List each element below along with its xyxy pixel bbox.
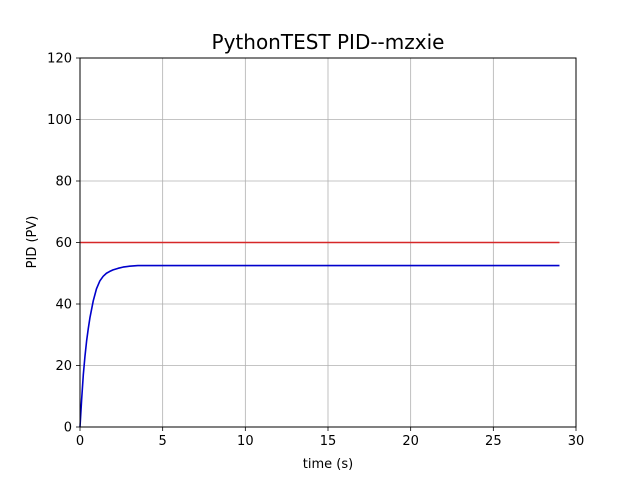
x-tick-label: 20 [402, 434, 419, 449]
y-tick-label: 120 [47, 52, 72, 67]
y-tick-label: 0 [64, 421, 72, 436]
x-tick-label: 10 [237, 434, 254, 449]
y-tick-label: 80 [55, 175, 72, 190]
y-axis-label: PID (PV) [25, 216, 40, 269]
x-axis-ticks: 0 5 10 15 20 25 30 [76, 427, 584, 449]
y-tick-label: 40 [55, 298, 72, 313]
y-tick-label: 100 [47, 113, 72, 128]
x-tick-label: 25 [485, 434, 502, 449]
x-tick-label: 15 [320, 434, 337, 449]
x-tick-label: 5 [159, 434, 167, 449]
chart-title: PythonTEST PID--mzxie [212, 30, 445, 54]
process-value-line [79, 264, 560, 428]
x-tick-label: 0 [76, 434, 84, 449]
y-tick-label: 20 [55, 359, 72, 374]
y-axis-ticks: 0 20 40 60 80 100 120 [47, 52, 80, 436]
x-axis-label: time (s) [303, 457, 353, 472]
y-tick-label: 60 [55, 236, 72, 251]
x-tick-label: 30 [568, 434, 585, 449]
series-layer [79, 241, 560, 428]
